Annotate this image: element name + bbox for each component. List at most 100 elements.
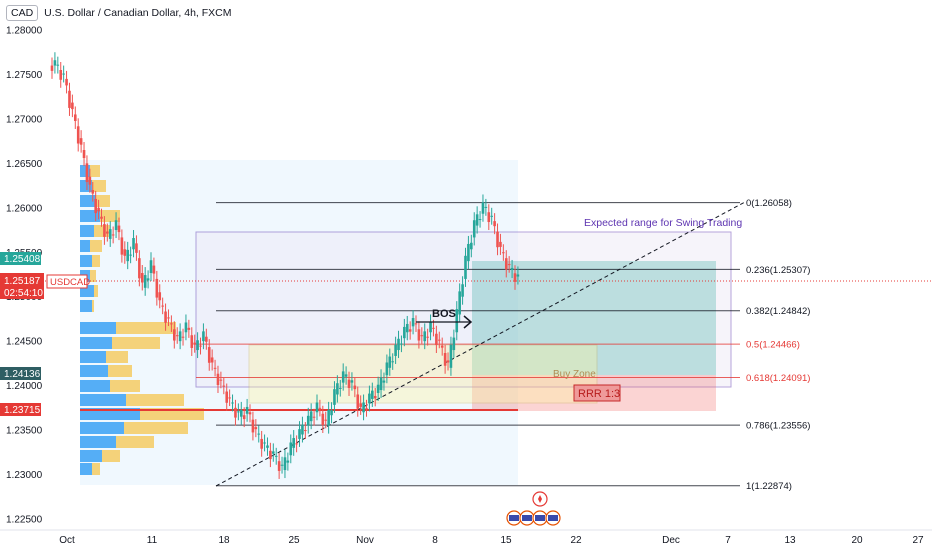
candle-body [362, 402, 365, 413]
candle-body [100, 216, 103, 219]
candle-body [242, 415, 246, 420]
candle-body [350, 380, 354, 383]
candle-body [502, 252, 505, 254]
candle-body [432, 327, 435, 329]
candle-body [274, 455, 278, 457]
candle-body [446, 360, 450, 363]
candle-body [408, 329, 412, 332]
candle-body [487, 212, 491, 223]
fib-level-label: 0.236(1.25307) [746, 265, 810, 276]
fib-level-label: 0.786(1.23556) [746, 421, 810, 432]
candle-body [146, 278, 150, 281]
candle-body [143, 275, 147, 288]
candle-body [458, 291, 461, 315]
chart-title: U.S. Dollar / Canadian Dollar, 4h, FXCM [44, 7, 232, 19]
chart-header: CAD U.S. Dollar / Canadian Dollar, 4h, F… [6, 5, 232, 21]
candle-body [405, 323, 409, 333]
y-tick-label: 1.23000 [6, 470, 43, 481]
candle-body [103, 224, 106, 237]
volume-bar-up [80, 255, 92, 267]
candle-body [295, 443, 298, 445]
y-tick-label: 1.28000 [6, 26, 43, 37]
candle-body [272, 451, 275, 454]
candle-body [478, 219, 482, 221]
volume-bar-down [92, 180, 106, 192]
x-axis[interactable]: Oct 11 18 25 Nov 8 15 22 Dec 7 13 20 27 [59, 535, 924, 546]
candle-body [429, 322, 432, 333]
volume-bar-down [106, 351, 128, 363]
volume-bar-down [126, 394, 184, 406]
candle-body [257, 433, 261, 435]
take-profit-zone [472, 261, 716, 375]
candle-body [88, 176, 92, 185]
volume-bar-up [80, 351, 106, 363]
candle-body [449, 344, 453, 368]
candle-body [324, 419, 328, 421]
candle-body [420, 335, 424, 337]
candle-body [65, 78, 68, 86]
volume-bar-up [80, 300, 92, 312]
candle-body [193, 342, 196, 345]
candle-body [472, 220, 476, 238]
candle-body [108, 229, 112, 239]
candle-body [379, 377, 383, 391]
volume-bar-up [80, 322, 116, 334]
candle-body [400, 343, 403, 345]
candle-body [178, 331, 182, 342]
countdown-text: 02:54:10 [4, 288, 43, 299]
candle-body [228, 397, 231, 399]
candle-body [196, 340, 199, 351]
volume-profile [80, 165, 204, 475]
candle-body [353, 385, 357, 390]
candle-body [79, 138, 83, 145]
rrr-badge [573, 384, 621, 402]
volume-bar-down [90, 270, 96, 282]
volume-bar-down [96, 195, 110, 207]
candle-body [286, 460, 290, 463]
candle-body [59, 70, 63, 80]
candle-body [330, 410, 333, 416]
candle-body [315, 402, 319, 413]
candle-body [397, 338, 400, 351]
candle-body [484, 206, 488, 208]
candle-body [123, 249, 127, 256]
candle-body [403, 326, 406, 339]
candle-body [391, 361, 394, 363]
candle-body [82, 150, 86, 159]
volume-bar-down [102, 450, 120, 462]
y-tick-label: 1.26500 [6, 159, 43, 170]
candle-body [213, 367, 217, 369]
volume-bar-down [92, 255, 100, 267]
candle-body [371, 390, 374, 399]
x-tick-label: 22 [570, 535, 582, 546]
economic-events[interactable] [506, 491, 561, 526]
x-tick-label: 8 [432, 535, 438, 546]
candle-body [368, 393, 371, 404]
candle-body [481, 202, 485, 214]
candle-body [129, 254, 132, 256]
candle-body [269, 450, 272, 460]
candle-body [426, 336, 429, 338]
candle-body [117, 225, 121, 233]
candle-body [216, 373, 220, 386]
volume-bar-up [80, 380, 110, 392]
candle-body [388, 356, 392, 368]
candle-body [126, 249, 130, 262]
currency-badge[interactable]: CAD [6, 5, 39, 21]
candle-body [499, 241, 502, 247]
candle-body [140, 272, 144, 283]
current-price-text: 1.25187 [4, 276, 41, 287]
candle-body [467, 243, 470, 262]
candle-body [245, 406, 249, 414]
candle-body [283, 457, 287, 471]
candle-body [321, 413, 325, 426]
candle-body [277, 461, 281, 471]
current-price-badge [0, 273, 44, 299]
price-badge-red-text: 1.23715 [4, 405, 41, 416]
candle-body [411, 318, 415, 327]
candle-body [53, 60, 57, 66]
candle-body [106, 231, 109, 234]
trend-line [215, 201, 746, 487]
volume-bar-up [80, 195, 96, 207]
